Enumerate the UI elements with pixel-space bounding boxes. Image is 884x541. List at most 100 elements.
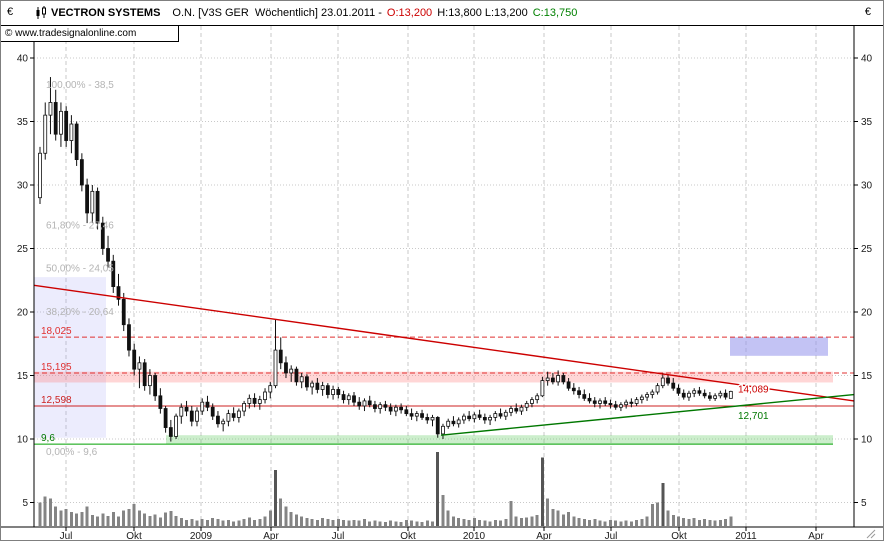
volume-bar — [546, 498, 550, 526]
volume-bar — [608, 519, 612, 526]
candle-body — [707, 395, 712, 399]
candle-body — [598, 400, 602, 404]
volume-bar — [682, 518, 686, 526]
candle-body — [577, 390, 581, 395]
candle-body — [666, 377, 670, 384]
volume-bar — [85, 506, 89, 526]
volume-bar — [666, 510, 670, 526]
candle-body — [430, 417, 435, 421]
candlestick-icon — [35, 6, 47, 20]
volume-bar — [561, 514, 565, 526]
candle-body — [404, 409, 409, 415]
volume-bar — [420, 522, 424, 526]
time-tick-label: 2011 — [735, 531, 757, 541]
candle-body — [273, 349, 278, 387]
candle-body — [346, 395, 351, 401]
volume-bar — [593, 518, 597, 526]
volume-bar — [410, 520, 414, 526]
volume-bar — [268, 510, 272, 526]
grip-line — [870, 533, 876, 539]
volume-bar — [347, 520, 351, 526]
candle-body — [336, 389, 341, 395]
candle-body — [315, 382, 320, 390]
candle-body — [676, 387, 681, 394]
candle-body — [200, 401, 205, 412]
candle-body — [247, 397, 252, 404]
volume-bar — [425, 520, 429, 526]
candle-body — [603, 400, 608, 404]
volume-bar — [226, 519, 230, 526]
volume-bar — [127, 508, 131, 526]
volume-bars — [38, 451, 733, 526]
candle-body — [158, 395, 163, 409]
volume-bar — [179, 518, 183, 526]
candle-body — [352, 395, 356, 403]
volume-bar — [708, 519, 712, 526]
series-info: O.N. [V3S GER Wöchentlich] 23.01.2011 - — [172, 7, 382, 19]
candle-body — [409, 413, 414, 417]
left-price-tick-label: 20 — [17, 308, 29, 319]
volume-bar — [441, 494, 445, 526]
volume-bar — [635, 519, 639, 526]
volume-bar — [640, 518, 644, 526]
volume-bar — [300, 516, 304, 526]
price-levels — [34, 336, 854, 445]
volume-bar — [488, 521, 492, 526]
volume-bar — [478, 519, 482, 526]
level-label: 9,6 — [41, 433, 55, 444]
resistance-zone-zone — [34, 371, 833, 383]
volume-bar — [525, 517, 529, 526]
volume-bar — [59, 510, 63, 526]
time-tick-label: Jul — [605, 531, 618, 541]
volume-bar — [242, 518, 246, 526]
candle-body — [69, 123, 74, 141]
volume-bar — [697, 519, 701, 526]
descending-resistance-value-label: 14,089 — [738, 385, 769, 396]
volume-bar — [43, 496, 47, 526]
candle-body — [257, 399, 262, 404]
volume-bar — [263, 516, 267, 526]
time-tick-label: Apr — [536, 531, 552, 541]
time-tick-label: Apr — [808, 531, 824, 541]
volume-bar — [373, 520, 377, 526]
candle-body — [629, 401, 634, 404]
volume-bar — [462, 518, 466, 526]
volume-bar — [645, 516, 649, 526]
volume-bar — [174, 515, 178, 526]
volume-bar — [509, 501, 513, 526]
time-tick-label: Okt — [671, 531, 687, 541]
volume-bar — [588, 519, 592, 526]
resize-grip[interactable] — [866, 529, 876, 539]
volume-bar — [69, 511, 73, 526]
candle-body — [289, 368, 294, 374]
right-price-tick-label: 5 — [861, 498, 867, 509]
target-zone-zone — [730, 337, 828, 356]
volume-bar — [446, 510, 450, 526]
candle-body — [106, 248, 110, 262]
axes: 40 40 35 35 30 30 25 25 20 20 15 15 10 10 5 5 Jul Okt 2009… — [1, 26, 883, 541]
volume-bar — [200, 518, 204, 526]
volume-bar — [190, 518, 194, 526]
volume-bar — [724, 518, 728, 526]
candle-body — [263, 391, 267, 401]
volume-bar — [64, 508, 68, 526]
left-price-tick-label: 10 — [17, 435, 29, 446]
fibonacci-label: 0,00% - 9,6 — [46, 447, 98, 458]
volume-bar — [195, 520, 199, 526]
candle-body — [226, 413, 231, 422]
fibonacci-label: 38,20% - 20,64 — [46, 307, 114, 318]
candle-body — [373, 404, 377, 409]
volume-bar — [629, 521, 633, 526]
fibonacci-label: 100,00% - 38,5 — [46, 80, 114, 91]
volume-bar — [352, 519, 356, 526]
candle-body — [441, 425, 445, 435]
candle-body — [142, 362, 147, 387]
zones — [34, 277, 833, 445]
candle-body — [168, 427, 173, 437]
volume-bar — [221, 520, 225, 526]
candle-body — [284, 362, 288, 374]
volume-bar — [383, 522, 387, 526]
candle-body — [367, 400, 372, 406]
